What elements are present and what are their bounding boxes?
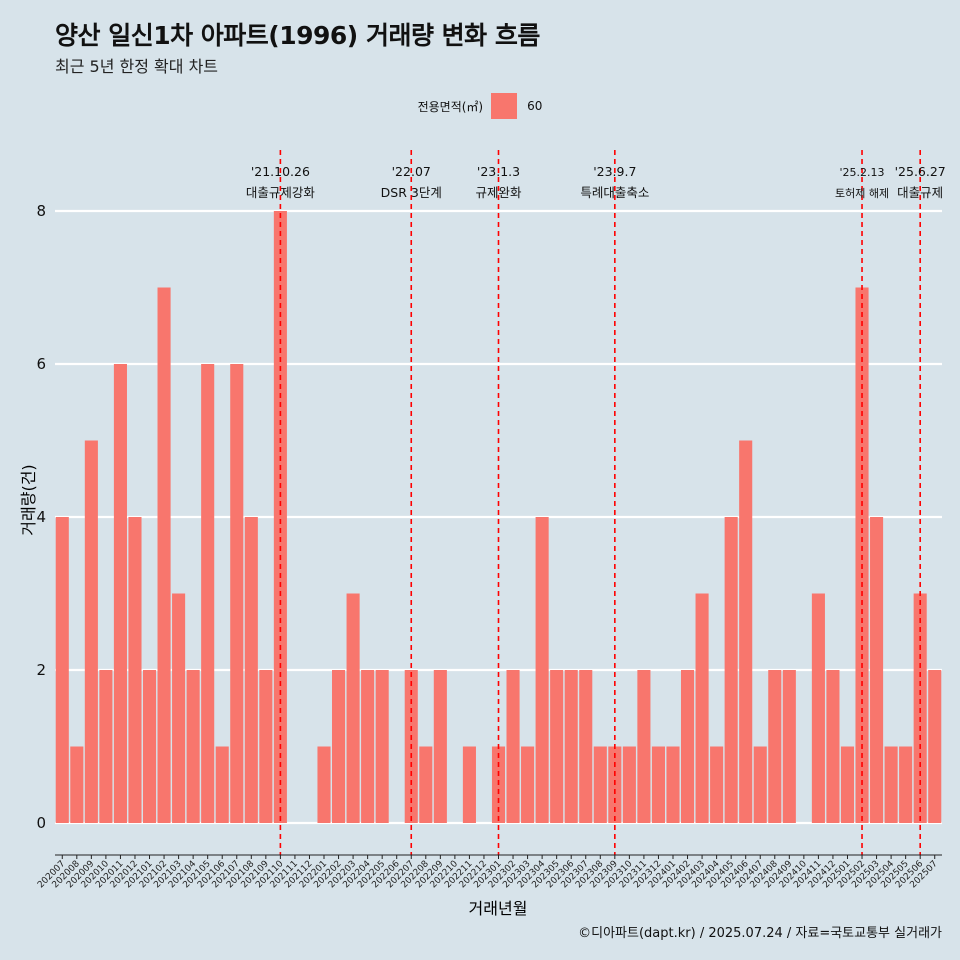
bar-202412 bbox=[826, 670, 840, 823]
bar-202110 bbox=[273, 211, 287, 823]
bar-202312 bbox=[651, 746, 665, 823]
event-date-label: '25.6.27 bbox=[895, 164, 946, 179]
bar-202304 bbox=[535, 517, 549, 823]
chart-title: 양산 일신1차 아파트(1996) 거래량 변화 흐름 bbox=[55, 21, 540, 50]
bar-202211 bbox=[462, 746, 476, 823]
legend-item-label: 60 bbox=[527, 99, 543, 113]
bar-202012 bbox=[128, 517, 142, 823]
event-label: 토허제 해제 bbox=[835, 186, 889, 200]
bar-202108 bbox=[244, 517, 258, 823]
event-label: 특례대출축소 bbox=[580, 185, 649, 200]
bar-202102 bbox=[157, 287, 171, 823]
bar-202403 bbox=[695, 593, 709, 823]
bar-202104 bbox=[186, 670, 200, 823]
event-label: 대출규제 bbox=[897, 185, 943, 200]
event-date-label: '25.2.13 bbox=[840, 166, 885, 179]
bar-202501 bbox=[840, 746, 855, 823]
bar-202302 bbox=[506, 670, 520, 823]
bar-202307 bbox=[579, 670, 593, 823]
x-axis-label: 거래년월 bbox=[469, 899, 528, 918]
bar-202406 bbox=[739, 440, 753, 823]
event-markers: '21.10.26 대출규제강화 '22.07 DSR 3단계 '23.1.3 규제완화 '… bbox=[246, 150, 946, 855]
bar-202109 bbox=[259, 670, 273, 823]
legend-swatch bbox=[491, 93, 518, 119]
bar-202103 bbox=[172, 593, 186, 823]
bar-202202 bbox=[332, 670, 346, 823]
y-tick-label: 8 bbox=[36, 202, 46, 220]
bar-202010 bbox=[99, 670, 113, 823]
event-date-label: '22.07 bbox=[392, 164, 431, 179]
y-axis-label: 거래량(건) bbox=[19, 464, 38, 535]
bar-202409 bbox=[782, 670, 796, 823]
bar-202011 bbox=[113, 364, 127, 823]
event-label: 규제완화 bbox=[475, 185, 522, 200]
bar-202201 bbox=[317, 746, 331, 823]
bar-202404 bbox=[710, 746, 724, 823]
bar-202308 bbox=[593, 746, 607, 823]
bar-202305 bbox=[550, 670, 564, 823]
bar-202008 bbox=[70, 746, 84, 823]
bar-202505 bbox=[899, 746, 913, 823]
bar-202405 bbox=[724, 517, 738, 823]
event-date-label: '23.1.3 bbox=[477, 164, 520, 179]
bar-202306 bbox=[564, 670, 578, 823]
event-label: 대출규제강화 bbox=[246, 185, 316, 200]
bar-202408 bbox=[768, 670, 782, 823]
bar-202311 bbox=[637, 670, 651, 823]
y-tick-label: 2 bbox=[36, 661, 46, 679]
y-tick-label: 0 bbox=[36, 814, 46, 832]
bar-202507 bbox=[928, 670, 942, 823]
bar-202407 bbox=[753, 746, 767, 823]
bar-202310 bbox=[622, 746, 636, 823]
bar-202209 bbox=[433, 670, 447, 823]
y-tick-label: 4 bbox=[36, 508, 46, 526]
bar-202303 bbox=[521, 746, 535, 823]
legend-title: 전용면적(㎡) bbox=[417, 99, 484, 114]
bar-202107 bbox=[230, 364, 244, 823]
bar-202208 bbox=[419, 746, 433, 823]
source-caption: ©디아파트(dapt.kr) / 2025.07.24 / 자료=국토교통부 실… bbox=[578, 926, 942, 941]
bar-202205 bbox=[375, 670, 389, 823]
event-date-label: '21.10.26 bbox=[251, 164, 310, 179]
bar-202503 bbox=[870, 517, 884, 823]
bar-202009 bbox=[84, 440, 98, 823]
bar-202204 bbox=[361, 670, 375, 823]
bar-202411 bbox=[811, 593, 825, 823]
bar-202504 bbox=[884, 746, 898, 823]
bar-202402 bbox=[680, 670, 695, 823]
bar-202106 bbox=[215, 746, 229, 823]
y-tick-label: 6 bbox=[36, 355, 46, 373]
chart-subtitle: 최근 5년 한정 확대 차트 bbox=[55, 57, 219, 76]
bar-202101 bbox=[142, 670, 157, 823]
axes: 0246820200720200820200920201020201120201… bbox=[36, 202, 942, 890]
bar-202105 bbox=[201, 364, 215, 823]
bar-202401 bbox=[666, 746, 680, 823]
event-label: DSR 3단계 bbox=[381, 185, 442, 200]
event-date-label: '23.9.7 bbox=[593, 164, 636, 179]
bar-202203 bbox=[346, 593, 360, 823]
bars bbox=[55, 211, 942, 823]
bar-202007 bbox=[55, 517, 69, 823]
legend: 전용면적(㎡) 60 bbox=[0, 93, 960, 119]
